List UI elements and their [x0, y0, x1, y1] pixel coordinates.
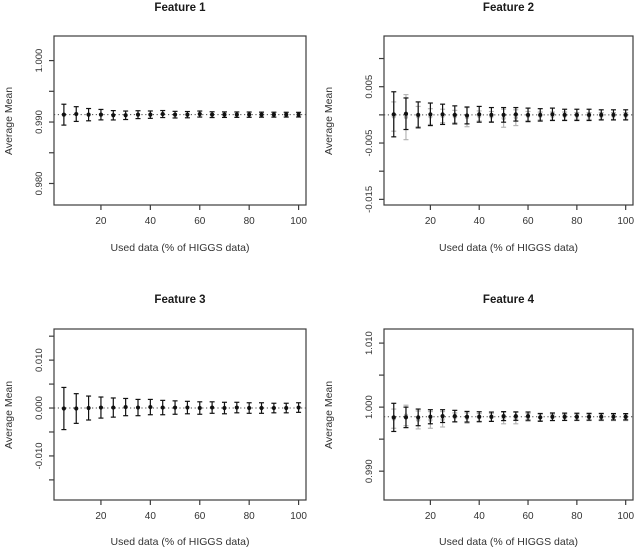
svg-text:0.980: 0.980 — [34, 172, 45, 196]
svg-text:20: 20 — [425, 511, 437, 522]
svg-text:80: 80 — [244, 216, 256, 227]
svg-text:60: 60 — [522, 511, 534, 522]
svg-text:80: 80 — [571, 511, 583, 522]
chart-feature-2-canvas: -0.015 -0.005 0.005 20 40 60 80 100 — [364, 35, 634, 227]
chart-feature-4-canvas: 0.990 1.000 1.010 20 40 60 80 100 — [364, 328, 634, 522]
chart-title: Feature 3 — [154, 294, 206, 306]
svg-text:0.990: 0.990 — [364, 459, 375, 483]
svg-text:80: 80 — [244, 511, 256, 522]
svg-text:40: 40 — [145, 511, 157, 522]
svg-text:80: 80 — [571, 216, 583, 227]
svg-text:60: 60 — [522, 216, 534, 227]
svg-text:100: 100 — [290, 511, 307, 522]
y-axis-label: Average Mean — [323, 380, 335, 449]
svg-text:100: 100 — [290, 216, 307, 227]
x-axis-label: Used data (% of HIGGS data) — [110, 242, 250, 254]
svg-text:20: 20 — [95, 216, 107, 227]
svg-text:-0.005: -0.005 — [364, 130, 375, 157]
y-axis-label: Average Mean — [323, 86, 335, 155]
svg-text:100: 100 — [617, 511, 634, 522]
svg-text:40: 40 — [474, 216, 486, 227]
svg-text:20: 20 — [425, 216, 437, 227]
x-axis-label: Used data (% of HIGGS data) — [439, 536, 578, 548]
chart-title: Feature 4 — [482, 294, 535, 306]
x-axis-label: Used data (% of HIGGS data) — [439, 242, 578, 254]
y-axis-label: Average Mean — [3, 380, 15, 449]
y-axis-label: Average Mean — [3, 86, 15, 155]
chart-title: Feature 1 — [154, 2, 206, 14]
chart-title: Feature 2 — [482, 2, 535, 14]
svg-text:60: 60 — [194, 216, 206, 227]
svg-text:1.000: 1.000 — [364, 395, 375, 419]
svg-text:1.000: 1.000 — [34, 49, 45, 73]
svg-text:1.010: 1.010 — [364, 331, 375, 355]
panel-feature-4: 0.990 1.000 1.010 20 40 60 80 100 Feature 4 Ave… — [320, 278, 640, 556]
panel-feature-2: -0.015 -0.005 0.005 20 40 60 80 100 Feature 2 A… — [320, 0, 640, 278]
x-axis-label: Used data (% of HIGGS data) — [110, 536, 250, 548]
svg-text:-0.015: -0.015 — [364, 186, 375, 213]
chart-feature-1-canvas: 0.980 0.990 1.000 20 40 60 80 100 — [34, 35, 307, 227]
svg-text:-0.010: -0.010 — [34, 442, 45, 469]
chart-feature-3-canvas: -0.010 0.000 0.010 20 40 60 80 100 — [34, 328, 307, 522]
svg-text:0.010: 0.010 — [34, 348, 45, 372]
svg-text:0.000: 0.000 — [34, 396, 45, 420]
svg-text:0.005: 0.005 — [364, 75, 375, 99]
svg-text:40: 40 — [474, 511, 486, 522]
svg-text:0.990: 0.990 — [34, 110, 45, 134]
panel-feature-3: -0.010 0.000 0.010 20 40 60 80 100 Feature 3 Av… — [0, 278, 320, 556]
svg-text:20: 20 — [95, 511, 107, 522]
svg-text:100: 100 — [617, 216, 634, 227]
svg-text:40: 40 — [145, 216, 157, 227]
panel-feature-1: 0.980 0.990 1.000 20 40 60 80 100 Feature 1 Ave… — [0, 0, 320, 278]
svg-text:60: 60 — [194, 511, 206, 522]
